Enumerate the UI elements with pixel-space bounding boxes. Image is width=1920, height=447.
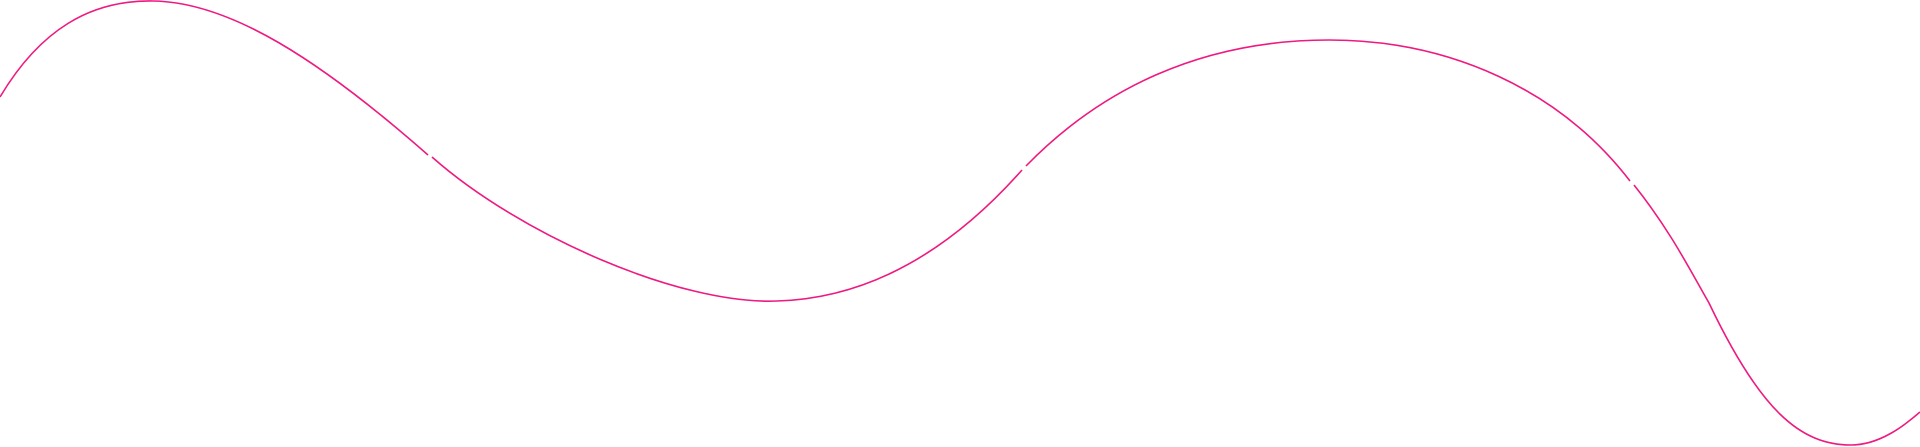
wave-segment-3 (1025, 39, 1631, 182)
wave-segment-1 (0, 0, 429, 156)
wave-segment-2 (431, 156, 1023, 302)
wave-segment-4 (1633, 184, 1920, 446)
